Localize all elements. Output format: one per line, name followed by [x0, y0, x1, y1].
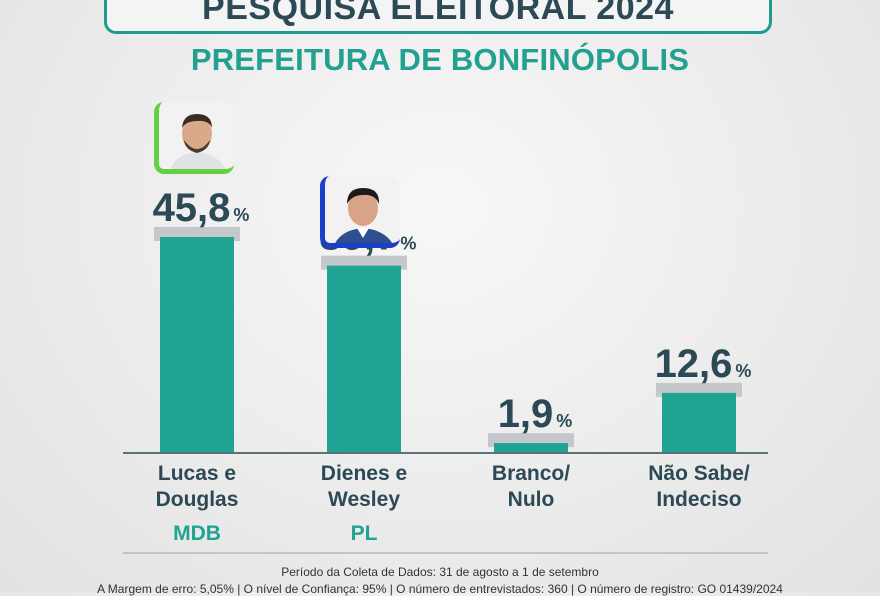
party-label: PL: [351, 522, 378, 545]
portrait-icon: [159, 102, 234, 169]
party-label: MDB: [173, 522, 221, 545]
category-label: Nulo: [508, 488, 555, 511]
value-unit: %: [735, 361, 751, 381]
value-label: 12,6%: [655, 342, 752, 386]
portrait-icon: [325, 176, 400, 243]
page-subtitle: PREFEITURA DE BONFINÓPOLIS: [190, 42, 690, 77]
value-number: 45,8: [153, 186, 231, 230]
value-unit: %: [556, 411, 572, 431]
header-banner: PESQUISA ELEITORAL 2024: [104, 0, 772, 34]
footer-details: A Margem de erro: 5,05% | O nível de Con…: [97, 582, 783, 596]
category-label: Douglas: [156, 488, 239, 511]
candidate-photo-dienes: [320, 176, 400, 248]
category-label: Indeciso: [656, 488, 741, 511]
header-title: PESQUISA ELEITORAL 2024: [202, 0, 674, 27]
bar: [494, 443, 568, 452]
value-label: 1,9%: [498, 392, 573, 436]
value-number: 1,9: [498, 392, 554, 436]
category-label: Dienes e: [321, 462, 407, 485]
bar: [662, 392, 736, 452]
value-unit: %: [233, 205, 249, 225]
footer-period: Período da Coleta de Dados: 31 de agosto…: [281, 565, 599, 579]
category-label: Branco/: [492, 462, 570, 485]
value-label: 45,8%: [153, 186, 250, 230]
bar: [327, 265, 401, 452]
category-label: Lucas e: [158, 462, 236, 485]
category-label: Wesley: [328, 488, 400, 511]
candidate-photo-lucas: [154, 102, 234, 174]
value-unit: %: [400, 234, 416, 254]
bar: [160, 237, 234, 452]
category-label: Não Sabe/: [648, 462, 750, 485]
value-number: 12,6: [655, 342, 733, 386]
